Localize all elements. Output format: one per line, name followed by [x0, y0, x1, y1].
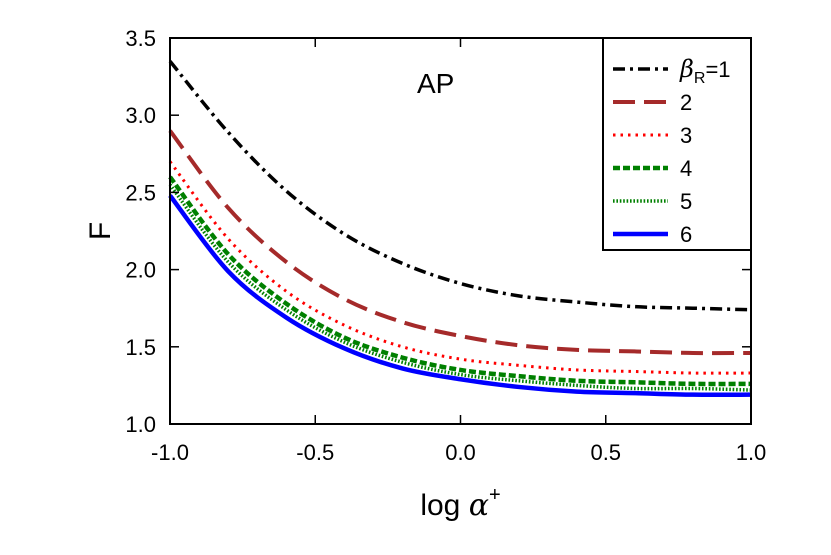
legend: βR=1 2 3 4 5 6 [602, 37, 752, 251]
panel-annotation: AP [417, 68, 454, 99]
y-tick-label: 1.5 [125, 335, 156, 360]
x-tick-label: -0.5 [296, 440, 334, 465]
y-axis-label: F [84, 222, 117, 240]
x-axis-label-superscript: + [489, 484, 501, 506]
x-axis-label-symbol: α [469, 488, 489, 523]
series-line-4 [168, 175, 752, 387]
y-tick-label: 3.5 [125, 26, 156, 51]
y-tick-label: 3.0 [125, 103, 156, 128]
legend-label-2: 2 [680, 90, 692, 115]
tick-labels: -1.0 -0.5 0.0 0.5 1.0 1.0 1.5 2.0 2.5 3.0 3.5 [125, 26, 766, 465]
y-tick-label: 2.5 [125, 180, 156, 205]
series-line-1 [168, 60, 752, 312]
x-tick-label: 1.0 [736, 440, 767, 465]
legend-items: βR=1 2 3 4 5 6 [613, 55, 731, 247]
series-line-2 [168, 129, 752, 356]
series-line-3 [168, 160, 752, 375]
series-line-6 [168, 194, 752, 398]
legend-label-3: 3 [680, 123, 692, 148]
legend-label-6: 6 [680, 222, 692, 247]
legend-box [602, 37, 752, 251]
x-tick-label: -1.0 [151, 440, 189, 465]
legend-label-1: βR=1 [679, 55, 731, 87]
x-axis-label: log α+ [420, 484, 500, 523]
y-tick-label: 1.0 [125, 412, 156, 437]
legend-label-4: 4 [680, 156, 692, 181]
x-tick-label: 0.5 [590, 440, 621, 465]
x-tick-label: 0.0 [445, 440, 476, 465]
legend-label-5: 5 [680, 189, 692, 214]
x-axis-label-prefix: log [420, 489, 468, 522]
curves [168, 60, 752, 398]
y-tick-label: 2.0 [125, 258, 156, 283]
